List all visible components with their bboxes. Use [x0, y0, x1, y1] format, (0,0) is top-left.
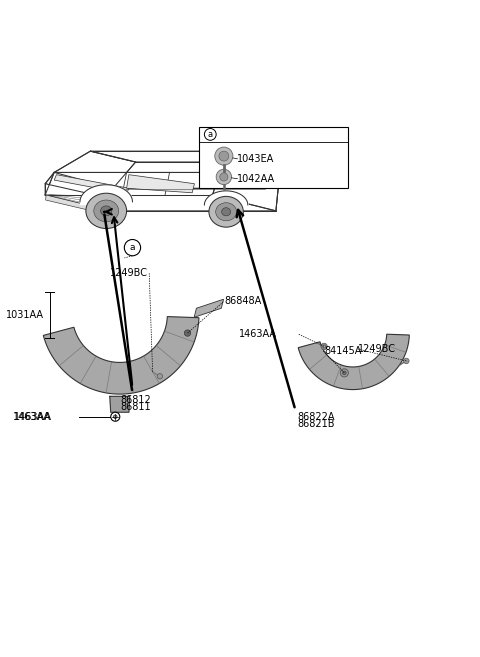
Polygon shape: [43, 317, 199, 394]
Circle shape: [340, 369, 348, 377]
Circle shape: [323, 345, 325, 348]
Polygon shape: [108, 189, 278, 211]
Text: 1031AA: 1031AA: [6, 310, 44, 320]
Circle shape: [220, 173, 228, 181]
Ellipse shape: [101, 206, 112, 216]
Text: 86822A: 86822A: [297, 412, 335, 422]
Text: 1463AA: 1463AA: [239, 329, 277, 339]
Circle shape: [113, 415, 117, 419]
Polygon shape: [45, 172, 219, 195]
Polygon shape: [54, 175, 129, 194]
Polygon shape: [127, 175, 194, 193]
Text: 86811: 86811: [120, 402, 151, 412]
Text: 1249BC: 1249BC: [110, 268, 148, 279]
Text: 84145A: 84145A: [324, 346, 361, 356]
Polygon shape: [45, 184, 108, 211]
Circle shape: [321, 343, 327, 350]
Circle shape: [404, 358, 409, 364]
Ellipse shape: [216, 203, 237, 221]
Polygon shape: [46, 195, 93, 211]
Circle shape: [343, 371, 346, 374]
Polygon shape: [90, 151, 264, 162]
Polygon shape: [110, 396, 130, 412]
Polygon shape: [298, 334, 409, 390]
Circle shape: [215, 147, 233, 165]
Circle shape: [204, 129, 216, 141]
Ellipse shape: [209, 196, 243, 227]
Ellipse shape: [94, 200, 119, 221]
Ellipse shape: [222, 208, 231, 216]
Text: a: a: [130, 243, 135, 252]
Circle shape: [124, 240, 141, 256]
Text: 86812: 86812: [120, 396, 151, 405]
Polygon shape: [54, 151, 136, 189]
Polygon shape: [194, 299, 224, 317]
Circle shape: [111, 412, 120, 421]
Circle shape: [216, 170, 231, 185]
Text: 1463AA: 1463AA: [13, 412, 51, 422]
Text: 86848A: 86848A: [225, 296, 262, 306]
Polygon shape: [213, 172, 278, 211]
Text: 86821B: 86821B: [297, 419, 335, 429]
Text: 1463AA: 1463AA: [14, 412, 52, 422]
Text: a: a: [208, 130, 213, 139]
Polygon shape: [199, 127, 348, 189]
Circle shape: [157, 374, 163, 379]
Polygon shape: [45, 172, 113, 196]
Text: 1249BC: 1249BC: [358, 344, 396, 354]
Text: 1043EA: 1043EA: [238, 154, 275, 164]
Text: 1042AA: 1042AA: [238, 173, 276, 184]
Ellipse shape: [86, 193, 127, 229]
Circle shape: [184, 330, 191, 336]
Circle shape: [219, 151, 229, 161]
